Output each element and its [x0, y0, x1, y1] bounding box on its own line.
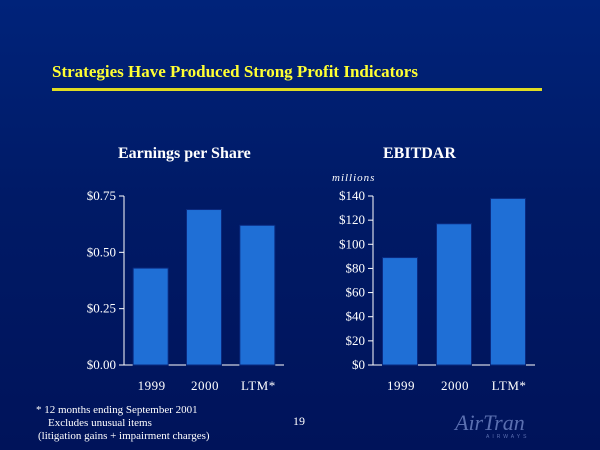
ebitdar-y-tick-label: $100: [339, 236, 365, 251]
airtran-logo-subtitle: AIRWAYS: [486, 434, 530, 440]
ebitdar-x-tick-label: LTM*: [492, 378, 527, 393]
ebitdar-units-label: millions: [332, 172, 376, 184]
footnote-line-2: Excludes unusual items: [48, 417, 152, 429]
footnote-line-3: (litigation gains + impairment charges): [38, 430, 210, 442]
ebitdar-bar-1999: [382, 257, 418, 366]
ebitdar-y-tick-label: $120: [339, 212, 365, 227]
ebitdar-y-tick-label: $60: [346, 285, 366, 300]
eps-x-tick-label: LTM*: [241, 378, 276, 393]
ebitdar-y-tick-label: $0: [352, 357, 365, 372]
eps-y-tick-label: $0.00: [87, 357, 116, 372]
title-underline: [52, 88, 542, 91]
eps-chart-title: Earnings per Share: [118, 145, 251, 162]
eps-bar-2000: [186, 209, 222, 366]
ebitdar-y-tick-label: $80: [346, 260, 366, 275]
ebitdar-chart-title: EBITDAR: [383, 145, 456, 162]
airtran-logo: AirTran: [455, 410, 525, 435]
eps-bar-1999: [132, 267, 169, 366]
eps-y-tick-label: $0.25: [87, 301, 116, 316]
eps-y-tick-label: $0.50: [87, 244, 116, 259]
ebitdar-bar-ltm: [490, 197, 526, 366]
ebitdar-y-tick-label: $20: [346, 333, 366, 348]
ebitdar-x-tick-label: 1999: [387, 378, 415, 393]
slide-title: Strategies Have Produced Strong Profit I…: [52, 62, 418, 81]
eps-x-tick-label: 1999: [138, 378, 166, 393]
ebitdar-bar-2000: [436, 223, 472, 366]
eps-bar-ltm: [239, 224, 276, 366]
footnote-line-1: * 12 months ending September 2001: [36, 404, 198, 416]
eps-y-tick-label: $0.75: [87, 188, 116, 203]
ebitdar-x-tick-label: 2000: [441, 378, 469, 393]
ebitdar-y-tick-label: $140: [339, 188, 365, 203]
eps-x-tick-label: 2000: [191, 378, 219, 393]
ebitdar-y-tick-label: $40: [346, 309, 366, 324]
footnote: * 12 months ending September 2001 Exclud…: [36, 404, 210, 443]
page-number: 19: [293, 414, 305, 428]
